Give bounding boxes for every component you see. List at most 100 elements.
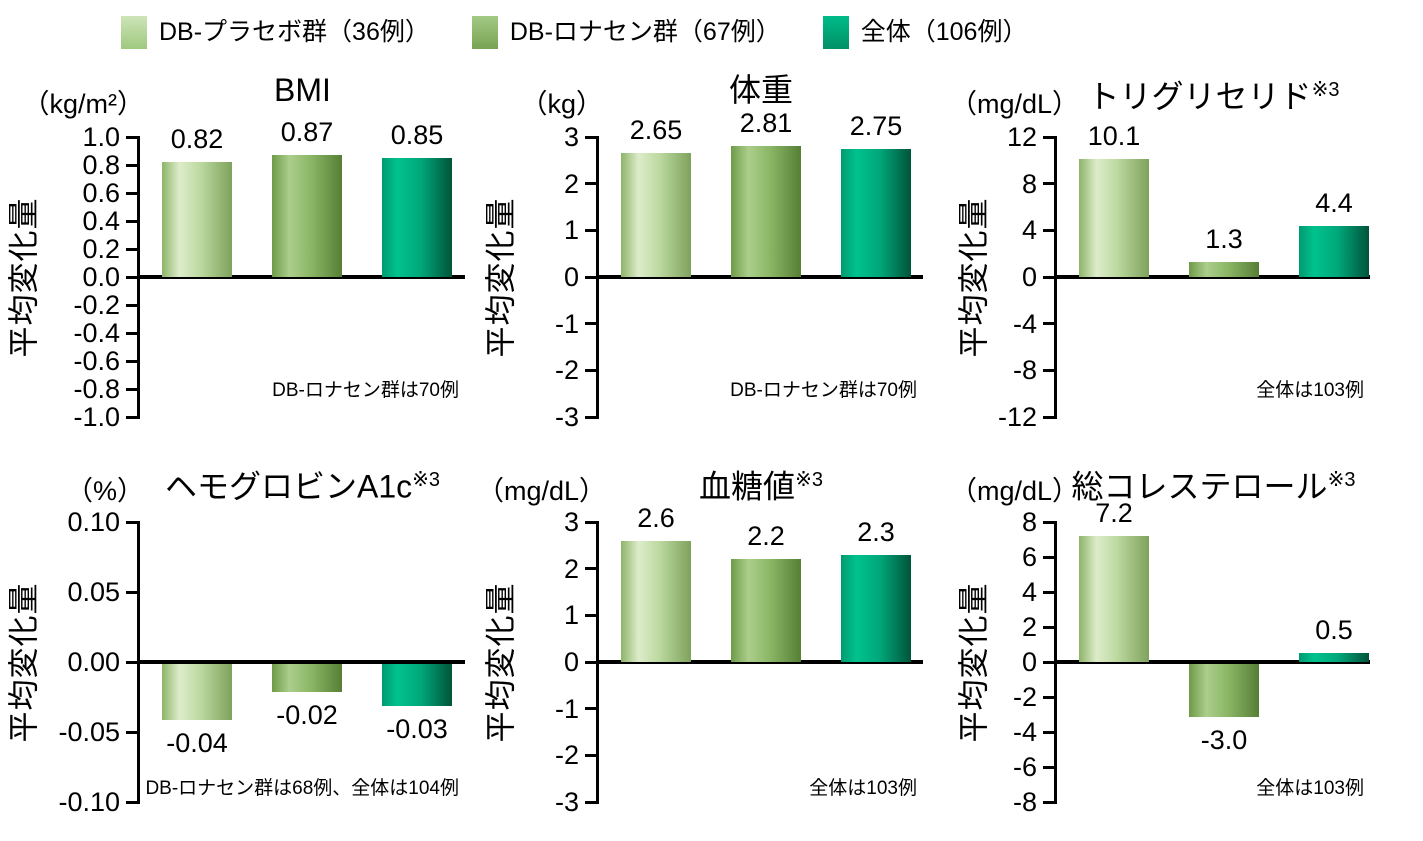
- tick-label: 0: [1021, 647, 1037, 677]
- tick-mark: [585, 135, 596, 139]
- chart-triglyceride: トリグリセリド※3 （mg/dL） 平均変化量 12 8 4 0 -4 -8 -12 10.1 1.…: [950, 70, 1423, 440]
- tick-label: -4: [1012, 717, 1037, 747]
- bar-blood-glucose-overall: [841, 554, 911, 662]
- chart-title: ヘモグロビンA1c※3: [164, 468, 441, 505]
- tick-label: -12: [997, 402, 1037, 432]
- tick-label: -6: [1012, 752, 1037, 782]
- tick-label: 0: [563, 647, 579, 677]
- bar-blood-glucose-lonasen: [731, 559, 801, 662]
- tick-mark: [585, 182, 596, 186]
- tick-mark: [126, 219, 137, 223]
- bar-body-weight-overall: [841, 148, 911, 277]
- chart-title: BMI: [274, 72, 331, 108]
- tick-label: 1: [563, 215, 579, 246]
- tick-label: 8: [1021, 168, 1037, 199]
- tick-mark: [126, 191, 137, 195]
- legend-label: 全体（106例）: [860, 18, 1028, 46]
- tick-mark: [585, 368, 596, 372]
- placebo-swatch-icon: [121, 16, 147, 49]
- tick-mark: [1043, 555, 1054, 559]
- tick-label: -0.05: [58, 717, 120, 747]
- tick-mark: [585, 753, 596, 757]
- tick-mark: [1043, 625, 1054, 629]
- tick-label: 0: [1021, 262, 1037, 292]
- chart-footnote: DB-ロナセン群は70例: [730, 380, 917, 401]
- bar-value-label: 0.87: [280, 117, 334, 148]
- tick-mark: [126, 331, 137, 335]
- tick-mark: [1043, 135, 1054, 139]
- chart-hba1c: ヘモグロビンA1c※3 （%） 平均変化量 0.10 0.05 0.00 -0.05 -0.…: [0, 440, 474, 841]
- legend-item-lonasen: DB-ロナセン群（67例）: [471, 16, 781, 49]
- bar-value-label: -0.04: [166, 728, 228, 758]
- zero-baseline: [596, 275, 923, 279]
- tick-label: 3: [563, 507, 579, 537]
- bar-value-label: 1.3: [1205, 223, 1243, 254]
- tick-mark: [126, 303, 137, 307]
- unit-label: （kg）: [520, 89, 603, 119]
- tick-mark: [585, 520, 596, 524]
- tick-mark: [126, 387, 137, 391]
- tick-label: 2: [563, 553, 579, 584]
- chart-title: トリグリセリド※3: [1087, 78, 1340, 115]
- tick-label: 3: [563, 122, 579, 152]
- title-note-superscript: ※3: [795, 469, 823, 491]
- tick-mark: [585, 275, 596, 279]
- bar-value-label: 0.5: [1315, 615, 1353, 646]
- bar-body-weight-lonasen: [731, 145, 801, 277]
- tick-mark: [1043, 322, 1054, 326]
- tick-label: -1: [554, 693, 579, 724]
- tick-mark: [1043, 800, 1054, 804]
- tick-mark: [126, 247, 137, 251]
- tick-label: 2: [1021, 612, 1037, 642]
- tick-mark: [585, 415, 596, 419]
- tick-mark: [585, 613, 596, 617]
- chart-blood-glucose: 血糖値※3 （mg/dL） 平均変化量 3 2 1 0 -1 -2 -3 2.6 2.2 2.3 全体は…: [477, 440, 951, 841]
- chart-footnote: DB-ロナセン群は68例、全体は104例: [145, 778, 459, 799]
- tick-label: -2: [554, 740, 579, 771]
- tick-mark: [126, 415, 137, 419]
- tick-label: 0: [563, 262, 579, 292]
- bar-triglyceride-overall: [1299, 225, 1369, 277]
- tick-label: -4: [1012, 308, 1037, 339]
- tick-mark: [585, 660, 596, 664]
- bar-value-label: 10.1: [1087, 121, 1141, 152]
- legend-item-overall: 全体（106例）: [822, 16, 1028, 49]
- bar-blood-glucose-placebo: [621, 540, 691, 662]
- tick-mark: [126, 800, 137, 804]
- bar-hba1c-overall: [382, 664, 452, 706]
- tick-label: -2: [1012, 682, 1037, 712]
- tick-label: 2: [563, 168, 579, 199]
- tick-mark: [1043, 660, 1054, 664]
- tick-mark: [1043, 695, 1054, 699]
- tick-label: -0.6: [73, 346, 120, 376]
- tick-label: 0.2: [82, 234, 120, 264]
- bar-hba1c-lonasen: [272, 664, 342, 692]
- bar-body-weight-placebo: [621, 153, 691, 277]
- bar-value-label: 2.3: [857, 516, 895, 547]
- tick-label: -0.2: [73, 290, 120, 320]
- bar-total-cholesterol-lonasen: [1189, 664, 1259, 717]
- legend-item-placebo: DB-プラセボ群（36例）: [121, 16, 430, 49]
- tick-mark: [1043, 275, 1054, 279]
- bar-value-label: 2.2: [747, 521, 785, 552]
- tick-mark: [126, 590, 137, 594]
- bar-value-label: 2.81: [739, 107, 793, 138]
- zero-baseline: [137, 660, 465, 664]
- tick-mark: [585, 322, 596, 326]
- bar-bmi-overall: [382, 158, 452, 277]
- tick-label: -0.8: [73, 374, 120, 404]
- tick-label: 12: [1006, 122, 1037, 152]
- bar-bmi-placebo: [162, 162, 232, 277]
- tick-mark: [1043, 730, 1054, 734]
- overall-swatch-icon: [822, 16, 849, 49]
- bar-triglyceride-placebo: [1079, 159, 1149, 277]
- tick-mark: [1043, 520, 1054, 524]
- tick-label: -1.0: [73, 402, 120, 432]
- tick-label: 4: [1021, 215, 1037, 246]
- legend-label: DB-プラセボ群（36例）: [159, 18, 430, 46]
- legend-label: DB-ロナセン群（67例）: [509, 18, 781, 46]
- tick-label: -8: [1012, 355, 1037, 386]
- tick-mark: [585, 800, 596, 804]
- chart-footnote: 全体は103例: [1256, 778, 1364, 799]
